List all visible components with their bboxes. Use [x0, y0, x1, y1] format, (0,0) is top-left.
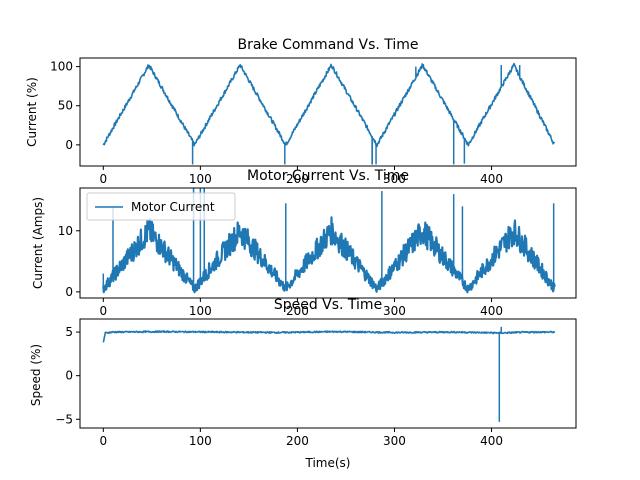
motor-current-panel: Motor Current Vs. Time Current (Amps) 0 1… — [31, 168, 577, 318]
speed-xtick-label: 0 — [99, 434, 107, 448]
speed-ylabel: Speed (%) — [29, 344, 43, 406]
motor-current-ylabel: Current (Amps) — [31, 197, 45, 289]
speed-xlabel: Time(s) — [305, 456, 351, 470]
speed-title: Speed Vs. Time — [274, 297, 382, 313]
speed-xtick-label: 100 — [189, 434, 212, 448]
brake-command-xtick-label: 400 — [480, 172, 503, 186]
brake-command-xtick-label: 100 — [189, 172, 212, 186]
brake-command-ytick-label: 50 — [58, 99, 73, 113]
speed-xtick-label: 200 — [286, 434, 309, 448]
brake-command-ytick-label: 100 — [50, 60, 73, 74]
brake-command-title: Brake Command Vs. Time — [237, 37, 418, 53]
motor-current-xtick-label: 300 — [383, 304, 406, 318]
brake-command-ytick-label: 0 — [65, 138, 73, 152]
motor-current-axes-frame — [79, 187, 577, 299]
speed-xtick-label: 400 — [480, 434, 503, 448]
speed-xtick-label: 300 — [383, 434, 406, 448]
brake-command-xtick-label: 300 — [383, 172, 406, 186]
motor-current-xtick-label: 400 — [480, 304, 503, 318]
brake-command-plot: 0 100 200 300 400 0 50 100 — [50, 57, 577, 186]
motor-current-xtick-label: 0 — [99, 304, 107, 318]
motor-current-xtick-label: 100 — [189, 304, 212, 318]
speed-ytick-label: 5 — [65, 325, 73, 339]
motor-current-ytick-label: 0 — [65, 285, 73, 299]
speed-series-line — [102, 330, 556, 343]
motor-current-plot: 0 100 200 300 400 0 10 — [58, 187, 577, 318]
brake-command-axes-frame — [79, 57, 577, 167]
motor-current-series-line — [102, 216, 556, 294]
brake-command-xtick-label: 0 — [99, 172, 107, 186]
brake-command-series-line — [102, 62, 556, 148]
motor-current-title: Motor Current Vs. Time — [247, 168, 409, 184]
speed-ytick-label: 0 — [65, 369, 73, 383]
speed-axes-frame — [79, 318, 577, 429]
brake-command-panel: Brake Command Vs. Time Current (%) 0 100 2… — [25, 37, 577, 186]
brake-command-ylabel: Current (%) — [25, 77, 39, 147]
legend-box — [86, 192, 236, 221]
speed-plot: 0 100 200 300 400 −5 0 5 — [55, 318, 577, 448]
legend-item-motor-current: Motor Current — [131, 200, 215, 214]
motor-current-ytick-label: 10 — [58, 224, 73, 238]
speed-ytick-label: −5 — [55, 412, 73, 426]
motor-current-xtick-label: 200 — [286, 304, 309, 318]
speed-panel: Speed Vs. Time Speed (%) Time(s) 0 100 200… — [29, 297, 577, 470]
legend: Motor Current — [86, 192, 236, 221]
brake-command-xtick-label: 200 — [286, 172, 309, 186]
